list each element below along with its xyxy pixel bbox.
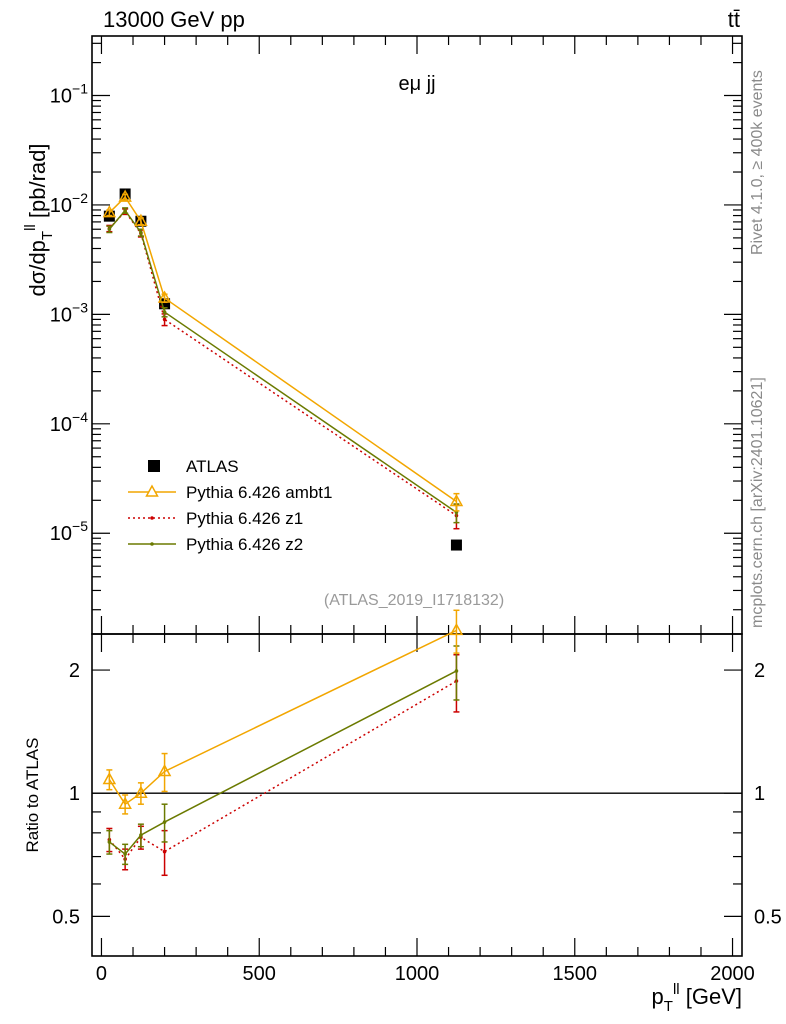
analysis-label: (ATLAS_2019_I1718132) [324,592,504,609]
ratio-point-z2 [107,840,112,844]
ratio-point-ambt1 [102,771,117,785]
main-point-z1 [162,317,167,322]
legend-marker-z2 [150,542,154,546]
legend-label-ambt1: Pythia 6.426 ambt1 [186,483,332,502]
main-point-ambt1 [449,493,464,507]
ratio-line-ambt1 [108,629,457,806]
ratio-point-ambt1 [157,763,172,777]
ratio-plot-frame [91,633,743,957]
main-point-z2 [139,230,143,235]
ratio-ylabel: Ratio to ATLAS [23,738,42,853]
main-point-z2 [162,310,167,314]
main-point-ambt1 [157,290,172,303]
main-line-ambt1 [108,195,457,503]
ratio-point-ambt1 [118,796,132,809]
ratio-point-z2 [123,852,127,856]
main-point-ambt1 [102,205,117,218]
main-ytick-label: 10−1 [50,81,88,108]
main-line-z2 [108,209,457,514]
legend-label-data: ATLAS [186,457,239,476]
main-ylabel: dσ/dpTll [pb/rad] [22,144,56,297]
x-tick-label: 500 [243,963,276,985]
legend-label-z2: Pythia 6.426 z2 [186,535,303,554]
ratio-line-z2 [108,670,457,856]
ratio-ytick-label: 2 [69,660,80,682]
ratio-ytick-label: 1 [69,783,80,805]
main-ytick-label: 10−2 [50,190,88,217]
ratio-plot-marks [92,609,742,877]
ratio-point-z2 [162,820,167,824]
ratio-ytick-label-right: 2 [754,660,765,682]
main-point-z2 [107,227,112,232]
x-tick-label: 1500 [553,963,598,985]
ratio-point-z1 [162,849,167,854]
main-point-z2 [123,208,127,213]
main-point-ambt1 [118,189,132,202]
x-tick-label: 0 [96,963,107,985]
ratio-ytick-label-right: 0.5 [754,906,782,928]
x-axis-label: pTll [GeV] [652,981,742,1015]
main-ytick-label: 10−5 [50,518,88,545]
legend: ATLAS Pythia 6.426 ambt1 Pythia 6.426 z1 Py… [128,457,332,554]
x-tick-label: 2000 [710,963,755,985]
ratio-point-z2 [139,833,143,837]
legend-marker-z1 [150,516,154,520]
ratio-point-z2 [454,669,459,673]
side-label-lower: mcplots.cern.ch [arXiv:2401.10621] [749,377,766,628]
axis-ticks: 0 500 1000 1500 2000 10−5 10−4 10−3 10−2 10−1 0.5 0… [50,36,782,985]
main-point-ambt1 [134,213,148,226]
main-point-data [159,298,171,310]
legend-marker-data [148,460,160,472]
side-label-upper: Rivet 4.1.0, ≥ 400k events [749,70,766,255]
main-plot-marks [102,188,464,551]
legend-marker-ambt1 [145,484,159,497]
main-line-z1 [108,210,457,517]
main-ytick-label: 10−4 [50,409,88,436]
main-point-data [450,539,462,551]
main-ytick-label: 10−3 [50,299,88,326]
ratio-ytick-label: 0.5 [52,906,80,928]
header-right: tt̄ [728,7,740,32]
header-left: 13000 GeV pp [103,7,245,32]
channel-label: eμ jj [398,73,435,95]
ratio-point-ambt1 [449,622,464,636]
legend-label-z1: Pythia 6.426 z1 [186,509,303,528]
x-tick-label: 1000 [395,963,440,985]
ratio-point-ambt1 [134,785,148,798]
ratio-ytick-label-right: 1 [754,783,765,805]
